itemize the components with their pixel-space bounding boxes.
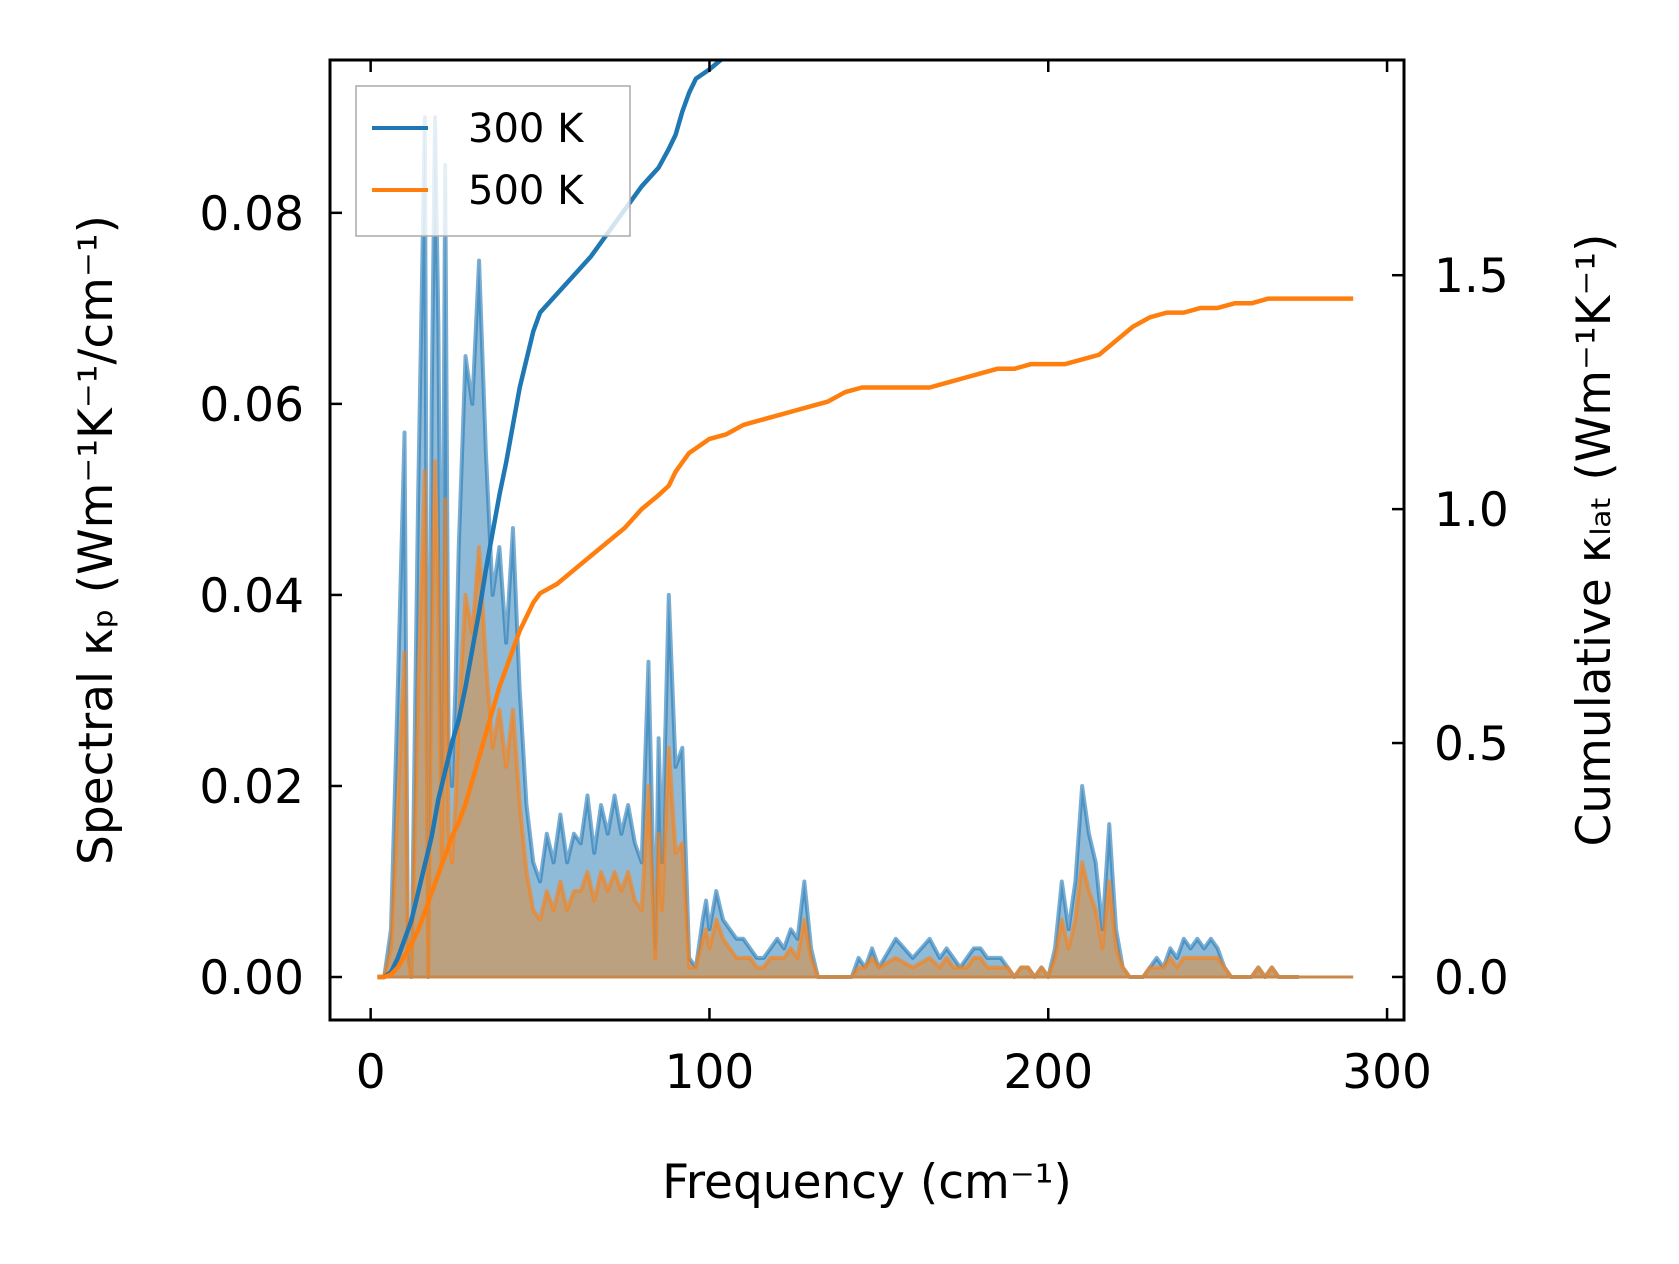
x-tick-label-0: 0 <box>356 1045 386 1100</box>
ticks-layer: 0 100 200 300 0.00 0.02 0.04 0.06 0.08 0.0 0.5 1.0 1… <box>199 60 1509 1100</box>
x-tick-label-100: 100 <box>665 1045 755 1100</box>
y-axis-right-label: Cumulative κₗₐₜ (Wm⁻¹K⁻¹) <box>1567 234 1622 847</box>
y-left-tick-label-1: 0.02 <box>199 760 304 815</box>
y-left-tick-label-0: 0.00 <box>199 951 304 1006</box>
y-right-tick-label-0: 0.0 <box>1434 951 1509 1006</box>
x-tick-label-300: 300 <box>1342 1045 1432 1100</box>
legend: 300 K 500 K <box>355 85 631 237</box>
x-axis-label: Frequency (cm⁻¹) <box>662 1155 1072 1210</box>
plot-frame <box>328 58 1406 1022</box>
x-tick-label-200: 200 <box>1003 1045 1093 1100</box>
y-left-tick-label-3: 0.06 <box>199 378 304 433</box>
spectral-area-500k <box>377 461 1299 978</box>
y-right-tick-label-2: 1.0 <box>1434 483 1509 538</box>
plot-clip-group <box>377 60 1354 980</box>
y-left-tick-label-4: 0.08 <box>199 187 304 242</box>
y-left-tick-label-2: 0.04 <box>199 569 304 624</box>
legend-label-500k: 500 K <box>468 168 585 214</box>
cumulative-line-500k <box>377 296 1354 980</box>
y-right-tick-label-1: 0.5 <box>1434 717 1509 772</box>
legend-label-300k: 300 K <box>468 106 585 152</box>
legend-box <box>355 85 631 237</box>
y-right-tick-label-3: 1.5 <box>1434 249 1509 304</box>
plot-layer <box>377 60 1354 980</box>
y-axis-left-label: Spectral κₚ (Wm⁻¹K⁻¹/cm⁻¹) <box>69 215 124 865</box>
